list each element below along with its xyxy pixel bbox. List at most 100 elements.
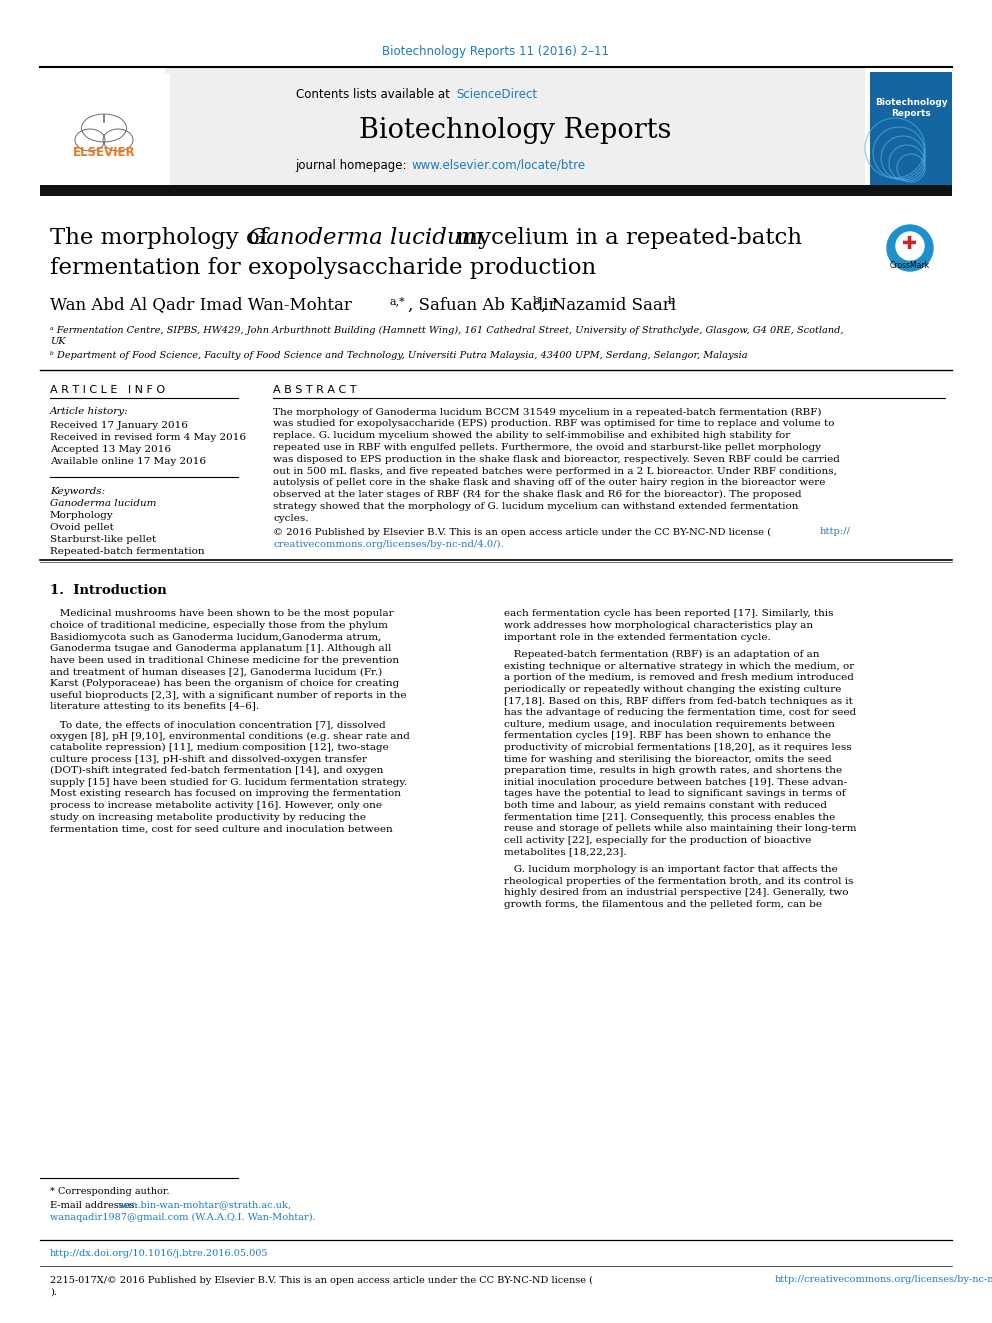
Text: To date, the effects of inoculation concentration [7], dissolved: To date, the effects of inoculation conc… (50, 720, 386, 729)
Text: Ovoid pellet: Ovoid pellet (50, 524, 114, 532)
Text: rheological properties of the fermentation broth, and its control is: rheological properties of the fermentati… (504, 877, 853, 885)
Text: oxygen [8], pH [9,10], environmental conditions (e.g. shear rate and: oxygen [8], pH [9,10], environmental con… (50, 732, 410, 741)
Text: existing technique or alternative strategy in which the medium, or: existing technique or alternative strate… (504, 662, 854, 671)
Text: Biotechnology Reports 11 (2016) 2–11: Biotechnology Reports 11 (2016) 2–11 (383, 45, 609, 58)
Text: supply [15] have been studied for G. lucidum fermentation strategy.: supply [15] have been studied for G. luc… (50, 778, 407, 787)
Bar (40, 185, 952, 196)
Text: was studied for exopolysaccharide (EPS) production. RBF was optimised for time t: was studied for exopolysaccharide (EPS) … (273, 419, 834, 429)
Text: Most existing research has focused on improving the fermentation: Most existing research has focused on im… (50, 790, 401, 799)
Text: fermentation for exopolysaccharide production: fermentation for exopolysaccharide produ… (50, 257, 596, 279)
Text: A B S T R A C T: A B S T R A C T (273, 385, 356, 396)
Text: mycelium in a repeated-batch: mycelium in a repeated-batch (449, 228, 802, 249)
Text: Received in revised form 4 May 2016: Received in revised form 4 May 2016 (50, 433, 246, 442)
Text: www.elsevier.com/locate/btre: www.elsevier.com/locate/btre (412, 159, 586, 172)
Text: G. lucidum morphology is an important factor that affects the: G. lucidum morphology is an important fa… (504, 865, 838, 875)
Text: http://creativecommons.org/licenses/by-nc-nd/4.0/: http://creativecommons.org/licenses/by-n… (775, 1275, 992, 1285)
Text: each fermentation cycle has been reported [17]. Similarly, this: each fermentation cycle has been reporte… (504, 610, 833, 618)
Text: http://: http:// (820, 528, 851, 537)
Text: Wan Abd Al Qadr Imad Wan-Mohtar: Wan Abd Al Qadr Imad Wan-Mohtar (50, 296, 352, 314)
Text: process to increase metabolite activity [16]. However, only one: process to increase metabolite activity … (50, 802, 382, 810)
Text: both time and labour, as yield remains constant with reduced: both time and labour, as yield remains c… (504, 802, 827, 810)
Text: useful bioproducts [2,3], with a significant number of reports in the: useful bioproducts [2,3], with a signifi… (50, 691, 407, 700)
Text: Medicinal mushrooms have been shown to be the most popular: Medicinal mushrooms have been shown to b… (50, 610, 394, 618)
Text: Received 17 January 2016: Received 17 January 2016 (50, 421, 187, 430)
Text: ELSEVIER: ELSEVIER (72, 146, 135, 159)
Text: time for washing and sterilising the bioreactor, omits the seed: time for washing and sterilising the bio… (504, 754, 831, 763)
Text: Starburst-like pellet: Starburst-like pellet (50, 536, 157, 545)
Text: growth forms, the filamentous and the pelleted form, can be: growth forms, the filamentous and the pe… (504, 900, 822, 909)
Text: strategy showed that the morphology of G. lucidum mycelium can withstand extende: strategy showed that the morphology of G… (273, 501, 799, 511)
Text: preparation time, results in high growth rates, and shortens the: preparation time, results in high growth… (504, 766, 842, 775)
Text: b: b (668, 296, 676, 306)
Text: UK: UK (50, 337, 65, 347)
Text: http://dx.doi.org/10.1016/j.btre.2016.05.005: http://dx.doi.org/10.1016/j.btre.2016.05… (50, 1249, 269, 1257)
Text: Ganoderma lucidum: Ganoderma lucidum (50, 500, 157, 508)
Text: b: b (533, 296, 540, 306)
Text: metabolites [18,22,23].: metabolites [18,22,23]. (504, 848, 627, 856)
Text: cell activity [22], especially for the production of bioactive: cell activity [22], especially for the p… (504, 836, 811, 845)
Text: Keywords:: Keywords: (50, 487, 105, 496)
Text: wan.bin-wan-mohtar@strath.ac.uk,: wan.bin-wan-mohtar@strath.ac.uk, (118, 1200, 292, 1209)
Circle shape (896, 232, 924, 261)
Text: ᵃ Fermentation Centre, SIPBS, HW429, John Arburthnott Building (Hamnett Wing), 1: ᵃ Fermentation Centre, SIPBS, HW429, Joh… (50, 325, 843, 335)
Text: periodically or repeatedly without changing the existing culture: periodically or repeatedly without chang… (504, 685, 841, 695)
Text: (DOT)-shift integrated fed-batch fermentation [14], and oxygen: (DOT)-shift integrated fed-batch ferment… (50, 766, 383, 775)
Text: initial inoculation procedure between batches [19]. These advan-: initial inoculation procedure between ba… (504, 778, 847, 787)
Text: culture process [13], pH-shift and dissolved-oxygen transfer: culture process [13], pH-shift and disso… (50, 754, 367, 763)
Text: creativecommons.org/licenses/by-nc-nd/4.0/).: creativecommons.org/licenses/by-nc-nd/4.… (273, 540, 504, 549)
Text: a portion of the medium, is removed and fresh medium introduced: a portion of the medium, is removed and … (504, 673, 854, 683)
Text: ).: ). (50, 1287, 57, 1297)
Text: a,*: a,* (390, 296, 406, 306)
Bar (870, 71, 952, 191)
Text: fermentation time, cost for seed culture and inoculation between: fermentation time, cost for seed culture… (50, 824, 393, 833)
Text: CrossMark: CrossMark (890, 262, 930, 270)
Text: * Corresponding author.: * Corresponding author. (50, 1188, 170, 1196)
Text: culture, medium usage, and inoculation requirements between: culture, medium usage, and inoculation r… (504, 720, 835, 729)
Bar (165, 67, 865, 185)
Text: Morphology: Morphology (50, 512, 114, 520)
Text: highly desired from an industrial perspective [24]. Generally, two: highly desired from an industrial perspe… (504, 888, 848, 897)
Text: has the advantage of reducing the fermentation time, cost for seed: has the advantage of reducing the fermen… (504, 708, 856, 717)
Text: ScienceDirect: ScienceDirect (456, 87, 537, 101)
Text: fermentation time [21]. Consequently, this process enables the: fermentation time [21]. Consequently, th… (504, 812, 835, 822)
Text: was disposed to EPS production in the shake flask and bioreactor, respectively. : was disposed to EPS production in the sh… (273, 455, 840, 463)
Text: Accepted 13 May 2016: Accepted 13 May 2016 (50, 445, 171, 454)
Text: choice of traditional medicine, especially those from the phylum: choice of traditional medicine, especial… (50, 620, 388, 630)
Text: journal homepage:: journal homepage: (295, 159, 410, 172)
Text: tages have the potential to lead to significant savings in terms of: tages have the potential to lead to sign… (504, 790, 845, 799)
Text: Basidiomycota such as Ganoderma lucidum,Ganoderma atrum,: Basidiomycota such as Ganoderma lucidum,… (50, 632, 381, 642)
Text: autolysis of pellet core in the shake flask and shaving off of the outer hairy r: autolysis of pellet core in the shake fl… (273, 479, 825, 487)
Text: Contents lists available at: Contents lists available at (297, 87, 454, 101)
Text: wanaqadir1987@gmail.com (W.A.A.Q.I. Wan-Mohtar).: wanaqadir1987@gmail.com (W.A.A.Q.I. Wan-… (50, 1212, 315, 1221)
Text: 2215-017X/© 2016 Published by Elsevier B.V. This is an open access article under: 2215-017X/© 2016 Published by Elsevier B… (50, 1275, 593, 1285)
Text: , Nazamid Saari: , Nazamid Saari (541, 296, 676, 314)
Text: The morphology of: The morphology of (50, 228, 276, 249)
Text: Ganoderma tsugae and Ganoderma applanatum [1]. Although all: Ganoderma tsugae and Ganoderma applanatu… (50, 644, 392, 654)
Text: study on increasing metabolite productivity by reducing the: study on increasing metabolite productiv… (50, 812, 366, 822)
Text: repeated use in RBF with engulfed pellets. Furthermore, the ovoid and starburst-: repeated use in RBF with engulfed pellet… (273, 443, 821, 452)
Text: A R T I C L E   I N F O: A R T I C L E I N F O (50, 385, 165, 396)
Text: Available online 17 May 2016: Available online 17 May 2016 (50, 456, 206, 466)
Text: and treatment of human diseases [2], Ganoderma lucidum (Fr.): and treatment of human diseases [2], Gan… (50, 668, 382, 676)
Text: important role in the extended fermentation cycle.: important role in the extended fermentat… (504, 632, 771, 642)
Text: out in 500 mL flasks, and five repeated batches were performed in a 2 L bioreact: out in 500 mL flasks, and five repeated … (273, 467, 837, 475)
Text: The morphology of Ganoderma lucidum BCCM 31549 mycelium in a repeated-batch ferm: The morphology of Ganoderma lucidum BCCM… (273, 407, 821, 417)
Text: Biotechnology
Reports: Biotechnology Reports (875, 98, 947, 118)
Text: work addresses how morphological characteristics play an: work addresses how morphological charact… (504, 620, 813, 630)
Text: Repeated-batch fermentation (RBF) is an adaptation of an: Repeated-batch fermentation (RBF) is an … (504, 650, 819, 659)
Bar (40, 74, 170, 192)
Text: have been used in traditional Chinese medicine for the prevention: have been used in traditional Chinese me… (50, 656, 399, 665)
Text: cycles.: cycles. (273, 513, 309, 523)
Text: Article history:: Article history: (50, 407, 129, 417)
Text: observed at the later stages of RBF (R4 for the shake flask and R6 for the biore: observed at the later stages of RBF (R4 … (273, 490, 802, 499)
Text: literature attesting to its benefits [4–6].: literature attesting to its benefits [4–… (50, 703, 259, 712)
Text: catabolite repression) [11], medium composition [12], two-stage: catabolite repression) [11], medium comp… (50, 744, 389, 753)
Text: E-mail addresses:: E-mail addresses: (50, 1200, 141, 1209)
Text: Ganoderma lucidum: Ganoderma lucidum (248, 228, 483, 249)
Text: © 2016 Published by Elsevier B.V. This is an open access article under the CC BY: © 2016 Published by Elsevier B.V. This i… (273, 528, 771, 537)
Circle shape (887, 225, 933, 271)
Text: Repeated-batch fermentation: Repeated-batch fermentation (50, 548, 204, 557)
Text: replace. G. lucidum mycelium showed the ability to self-immobilise and exhibited: replace. G. lucidum mycelium showed the … (273, 431, 791, 441)
Text: , Safuan Ab Kadir: , Safuan Ab Kadir (408, 296, 557, 314)
Text: reuse and storage of pellets while also maintaining their long-term: reuse and storage of pellets while also … (504, 824, 856, 833)
